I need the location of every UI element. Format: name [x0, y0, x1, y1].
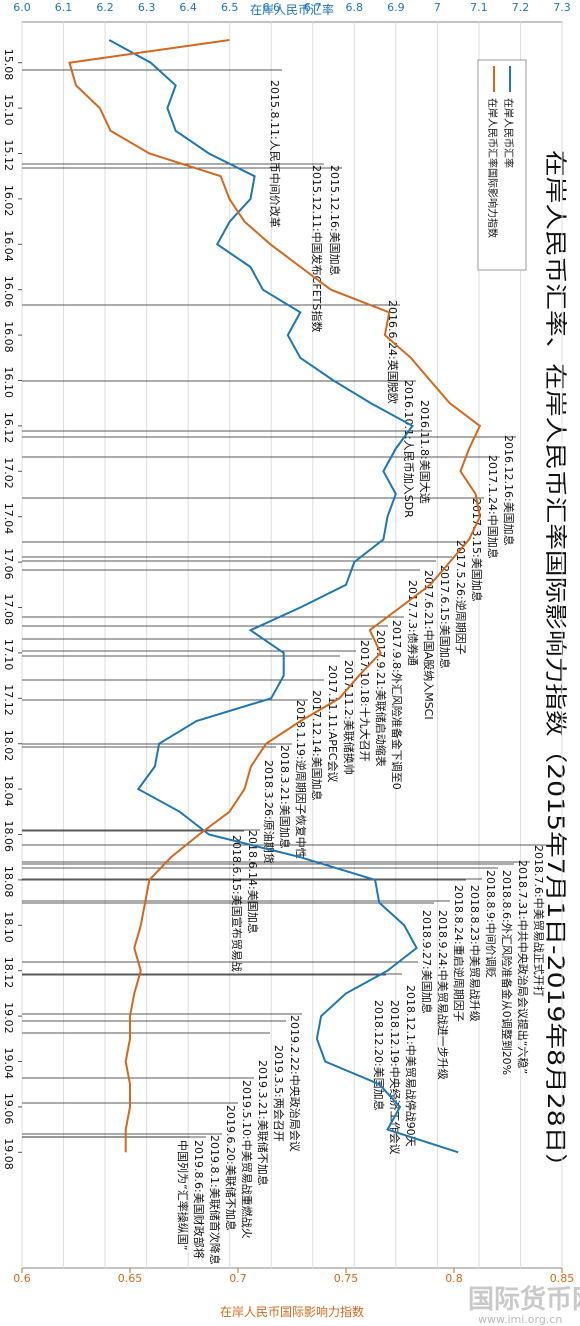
annotation: 2018.12.19:中央经济工作会议: [388, 1000, 402, 1155]
top-tick-label: 7: [434, 1, 441, 14]
annotation: 2019.5.10:中美贸易战重燃战火: [240, 1080, 254, 1239]
date-tick-label: 16.06: [2, 276, 15, 308]
date-tick-label: 17.04: [2, 503, 15, 535]
annotation: 中国列为“汇率操纵国”: [176, 1140, 190, 1250]
date-tick-label: 17.10: [2, 639, 15, 671]
annotation: 2017.1.24:中国加息: [486, 455, 500, 559]
date-tick-label: 18.02: [2, 730, 15, 762]
bottom-tick-label: 0.65: [118, 1272, 143, 1285]
date-tick-label: 17.12: [2, 684, 15, 716]
annotation: 2015.12.11:中国发布CFETS指数: [310, 165, 324, 332]
annotation: 2017.10.18:十九大召开: [358, 640, 372, 762]
annotation: 2017.3.15:美国加息: [470, 498, 484, 602]
top-tick-label: 6.2: [96, 1, 114, 14]
bottom-axis-title: 在岸人民币国际影响力指数: [220, 1304, 364, 1319]
top-tick-label: 6.4: [179, 1, 197, 14]
bottom-tick-label: 0.85: [550, 1272, 575, 1285]
date-tick-label: 18.08: [2, 866, 15, 898]
annotation: 2018.8.6:外汇风险准备金从0调整到20%: [500, 870, 514, 1075]
date-tick-label: 16.12: [2, 412, 15, 444]
date-tick-label: 19.02: [2, 1002, 15, 1034]
date-tick-label: 17.02: [2, 457, 15, 489]
annotation: 2018.12.20:美国加息: [372, 1000, 386, 1111]
annotation: 2018.7.6:中美贸易战正式开打: [532, 845, 546, 997]
annotation: 2019.6.20:美联储不加息: [224, 1105, 238, 1231]
annotation: 2018.3.26:原油期货: [262, 760, 276, 864]
top-axis-title: 在岸人民币汇率: [250, 2, 334, 17]
top-tick-label: 6.0: [13, 1, 31, 14]
annotation: 2019.8.1:美联储首次降息: [208, 1135, 222, 1265]
annotation: 2018.6.14:美国加息: [246, 830, 260, 934]
annotation: 2017.5.26:逆周期因子: [454, 540, 468, 655]
watermark-url: www.imi.org.cn: [478, 1313, 562, 1326]
annotation: 2019.2.22:中央政治局会议: [288, 1015, 302, 1152]
date-tick-label: 18.06: [2, 821, 15, 853]
legend-label: 在岸人民币汇率: [502, 98, 515, 168]
annotation: 2018.9.27:美国加息: [420, 910, 434, 1014]
date-tick-label: 15.12: [2, 140, 15, 172]
watermark: 国际货币网: [468, 1284, 580, 1315]
top-tick-label: 6.6: [262, 1, 280, 14]
annotation: 2019.3.21:美联储不加息: [256, 1060, 270, 1186]
top-tick-label: 6.9: [387, 1, 405, 14]
annotation: 2017.6.21:中国A股纳入MSCI: [422, 570, 435, 720]
date-tick-label: 19.06: [2, 1093, 15, 1125]
annotation: 2018.8.23:中美贸易战升级: [468, 885, 481, 1022]
annotation: 2017.11.11:APEC会议: [326, 665, 339, 782]
legend-label: 在岸人民币汇率国际影响力指数: [486, 98, 499, 238]
chart-title: 在岸人民币汇率、在岸人民币汇率国际影响力指数（2015年7月1日-2019年8月…: [542, 150, 567, 1180]
annotation: 2019.8.6:美国财政部将: [192, 1140, 206, 1259]
top-tick-label: 7.1: [470, 1, 488, 14]
date-tick-label: 16.08: [2, 321, 15, 353]
annotation: 2017.9.21:美联储启动缩表: [374, 630, 388, 767]
annotation: 2015.12.16:美国加息: [328, 165, 342, 276]
annotation: 2016.10.1:人民币加入SDR: [402, 380, 415, 518]
top-tick-label: 6.8: [346, 1, 364, 14]
date-tick-label: 15.10: [2, 94, 15, 126]
annotation: 2018.12.1:中美贸易战停战90天: [404, 985, 418, 1147]
series-line: [68, 39, 482, 1153]
top-tick-label: 7.2: [512, 1, 530, 14]
annotation: 2018.9.24:中美贸易战进一步升级: [436, 910, 449, 1080]
annotation: 2016.6.24:英国脱欧: [386, 300, 400, 404]
annotation: 2018.7.31:中共中央政治局会议提出“六稳”: [516, 860, 530, 1074]
date-tick-label: 17.06: [2, 548, 15, 580]
top-tick-label: 7.3: [553, 1, 571, 14]
annotation: 2017.9.8:外汇风险准备金下调至0: [390, 620, 404, 790]
annotation: 2018.8.9:中间价调贬: [484, 870, 497, 978]
top-tick-label: 6.3: [138, 1, 156, 14]
bottom-tick-label: 0.7: [229, 1272, 247, 1285]
date-tick-label: 19.04: [2, 1048, 15, 1080]
date-tick-label: 19.08: [2, 1138, 15, 1170]
bottom-tick-label: 0.6: [13, 1272, 31, 1285]
bottom-tick-label: 0.75: [334, 1272, 359, 1285]
bottom-tick-label: 0.8: [445, 1272, 463, 1285]
annotation: 2017.11.2:美联储换帅: [342, 660, 356, 775]
annotation: 2015.8.11:人民币中间价改革: [268, 80, 282, 228]
date-tick-label: 15.08: [2, 49, 15, 80]
date-tick-label: 18.04: [2, 775, 15, 807]
series-line: [108, 39, 459, 1154]
date-tick-label: 16.04: [2, 230, 15, 261]
annotation: 2019.3.5:两会召开: [272, 1045, 285, 1142]
date-tick-label: 18.12: [2, 957, 15, 989]
top-tick-label: 6.1: [55, 1, 73, 14]
annotation: 2016.11.8:美国大选: [418, 400, 432, 504]
annotation: 2018.3.21:美国加息: [278, 745, 292, 849]
top-tick-label: 6.5: [221, 1, 239, 14]
annotation: 2017.6.15:美国加息: [438, 565, 452, 669]
date-tick-label: 18.10: [2, 911, 15, 943]
top-tick-label: 6.7: [304, 1, 322, 14]
annotation: 2018.8.24:重启逆周期因子: [452, 885, 466, 1022]
legend-box: [477, 59, 527, 271]
date-tick-label: 16.02: [2, 185, 15, 217]
annotation: 2017.12.14:美国加息: [310, 690, 324, 801]
annotation: 2018.1.19:逆周期因子恢复中性: [294, 700, 308, 859]
annotation: 2016.12.16:美国加息: [502, 435, 516, 546]
date-tick-label: 17.08: [2, 594, 15, 626]
date-tick-label: 16.10: [2, 367, 15, 399]
